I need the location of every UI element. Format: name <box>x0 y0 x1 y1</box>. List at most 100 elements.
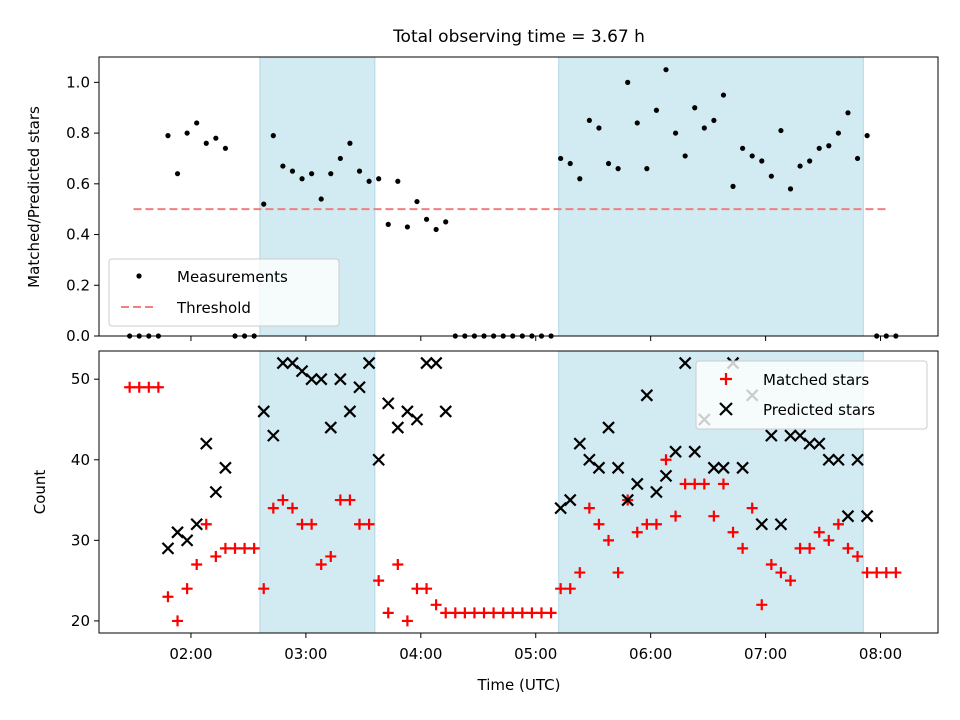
predicted-star-point <box>803 437 816 450</box>
predicted-star-point <box>592 461 606 475</box>
measurement-point <box>807 158 813 164</box>
bottom-y-ticks: 20 30 40 50 <box>71 370 99 630</box>
predicted-star-point <box>199 437 213 450</box>
predicted-star-point <box>362 356 376 370</box>
measurement-point <box>376 176 382 182</box>
measurement-point <box>213 135 219 141</box>
matched-star-point <box>871 567 883 579</box>
matched-star-point <box>152 381 164 393</box>
matched-star-point <box>200 518 212 530</box>
legend-matched-label: Matched stars <box>763 371 869 389</box>
top-ylabel: Matched/Predicted stars <box>25 106 43 288</box>
measurement-point <box>644 166 650 172</box>
bottom-axes-frame <box>98 350 939 634</box>
measurement-point <box>356 168 363 174</box>
y-tick-label: 0.2 <box>66 276 90 294</box>
predicted-star-point <box>784 429 797 442</box>
predicted-star-point <box>381 397 395 410</box>
measurement-point <box>749 153 755 159</box>
measurement-point <box>203 140 209 146</box>
measurement-point <box>864 133 870 139</box>
measurement-point <box>854 155 861 162</box>
matched-star-point <box>421 583 433 595</box>
measurement-point <box>787 186 794 192</box>
matched-star-point <box>890 567 902 579</box>
y-tick-label: 30 <box>71 531 90 549</box>
predicted-star-point <box>707 461 721 475</box>
measurement-point <box>289 168 296 174</box>
matched-star-point <box>526 607 538 619</box>
legend-measurements-marker <box>136 273 142 279</box>
matched-star-point <box>219 542 231 554</box>
x-tick-label: 05:00 <box>514 645 557 663</box>
predicted-star-point <box>334 372 347 386</box>
measurement-point <box>165 133 171 139</box>
measurement-point <box>730 183 736 189</box>
predicted-star-point <box>209 485 223 499</box>
matched-star-point <box>181 583 193 595</box>
y-tick-label: 0.0 <box>66 327 90 345</box>
predicted-star-point <box>314 372 328 386</box>
matched-star-point <box>708 510 720 522</box>
bottom-ylabel: Count <box>31 470 49 515</box>
matched-star-point <box>727 526 739 538</box>
matched-star-point <box>852 550 864 562</box>
matched-star-point <box>478 607 490 619</box>
x-tick-label: 06:00 <box>629 645 672 663</box>
measurement-point <box>672 130 679 136</box>
measurement-point <box>634 120 640 126</box>
measurement-point <box>309 171 315 177</box>
measurement-point <box>845 110 851 116</box>
measurement-point <box>347 140 353 146</box>
matched-star-point <box>631 526 643 538</box>
figure-title: Total observing time = 3.67 h <box>392 27 645 47</box>
predicted-star-point <box>621 493 634 507</box>
legend-threshold-label: Threshold <box>176 299 251 317</box>
predicted-star-point <box>832 453 845 467</box>
matched-star-point <box>535 607 547 619</box>
bottom-x-ticks: 02:00 03:00 04:00 05:00 06:00 07:00 08:00 <box>169 633 902 663</box>
predicted-star-point <box>161 542 175 555</box>
matched-star-point <box>258 583 270 595</box>
predicted-star-point <box>736 461 749 475</box>
matched-star-point <box>737 542 749 554</box>
matched-star-point <box>124 381 136 393</box>
matched-star-point <box>430 599 442 611</box>
matched-star-point <box>382 607 394 619</box>
measurement-point <box>194 120 200 126</box>
legend-predicted-marker <box>719 402 733 416</box>
measurement-point <box>835 130 841 136</box>
matched-star-point <box>545 607 557 619</box>
measurement-point <box>414 198 420 205</box>
measurement-point <box>692 105 698 111</box>
matched-star-point <box>813 526 825 538</box>
matched-star-point <box>756 599 768 611</box>
matched-star-point <box>229 542 241 554</box>
matched-star-point <box>574 567 586 579</box>
predicted-star-point <box>765 429 778 442</box>
x-tick-label: 08:00 <box>859 645 902 663</box>
measurement-point <box>682 153 688 159</box>
measurement-point <box>577 176 583 182</box>
matched-star-point <box>411 583 423 595</box>
predicted-star-point <box>774 517 788 531</box>
measurement-point <box>615 166 621 172</box>
measurement-point <box>299 176 305 182</box>
measurement-point <box>222 145 229 151</box>
top-axes: 0.0 0.2 0.4 0.6 0.8 1.0 Matched/Predicted sta… <box>25 56 939 345</box>
matched-star-point <box>717 478 729 490</box>
matched-star-point <box>775 567 787 579</box>
measurement-point <box>740 145 746 151</box>
matched-star-point <box>277 494 289 506</box>
predicted-star-point <box>822 453 836 467</box>
matched-star-point <box>239 542 251 554</box>
matched-star-point <box>306 518 318 530</box>
measurement-point <box>816 145 822 151</box>
top-y-ticks: 0.0 0.2 0.4 0.6 0.8 1.0 <box>66 73 99 345</box>
measurement-point <box>423 216 430 222</box>
top-x-ticks <box>190 336 882 341</box>
predicted-star-point <box>851 453 864 467</box>
x-tick-label: 03:00 <box>284 645 327 663</box>
matched-star-point <box>670 510 682 522</box>
